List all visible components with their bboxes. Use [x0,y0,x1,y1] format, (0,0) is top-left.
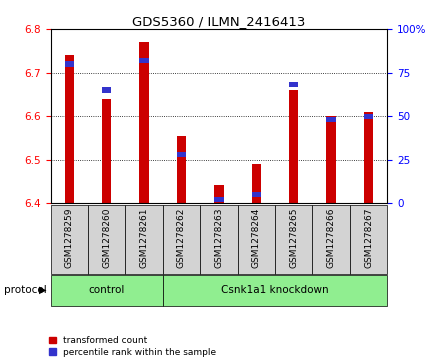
Bar [88,205,125,274]
Text: GSM1278266: GSM1278266 [326,208,336,269]
Text: Csnk1a1 knockdown: Csnk1a1 knockdown [221,285,329,295]
Text: GSM1278262: GSM1278262 [177,208,186,268]
Bar [326,117,336,122]
Bar [139,42,149,203]
Bar [200,205,238,274]
Bar [275,205,312,274]
Text: GSM1278263: GSM1278263 [214,208,224,269]
Bar [289,90,298,203]
Bar [214,184,224,203]
Bar [51,205,88,274]
Bar [326,116,336,203]
Text: GSM1278265: GSM1278265 [289,208,298,269]
Text: GSM1278260: GSM1278260 [102,208,111,269]
Bar [177,136,186,203]
Bar [125,205,163,274]
Bar [312,205,350,274]
Bar [163,275,387,306]
Bar [350,205,387,274]
Bar [364,114,373,119]
Bar [252,164,261,203]
Bar [65,61,74,66]
Text: GSM1278264: GSM1278264 [252,208,261,268]
Bar [238,205,275,274]
Text: control: control [88,285,125,295]
Bar [139,58,149,63]
Text: ▶: ▶ [39,285,46,295]
Legend: transformed count, percentile rank within the sample: transformed count, percentile rank withi… [48,336,216,357]
Bar [177,152,186,157]
Bar [252,192,261,197]
Bar [65,55,74,203]
Bar [289,82,298,87]
Text: GSM1278259: GSM1278259 [65,208,74,269]
Title: GDS5360 / ILMN_2416413: GDS5360 / ILMN_2416413 [132,15,306,28]
Bar [214,197,224,203]
Text: GSM1278261: GSM1278261 [139,208,149,269]
Bar [364,112,373,203]
Bar [51,275,163,306]
Bar [163,205,200,274]
Text: protocol: protocol [4,285,47,295]
Bar [102,99,111,203]
Text: GSM1278267: GSM1278267 [364,208,373,269]
Bar [102,87,111,93]
